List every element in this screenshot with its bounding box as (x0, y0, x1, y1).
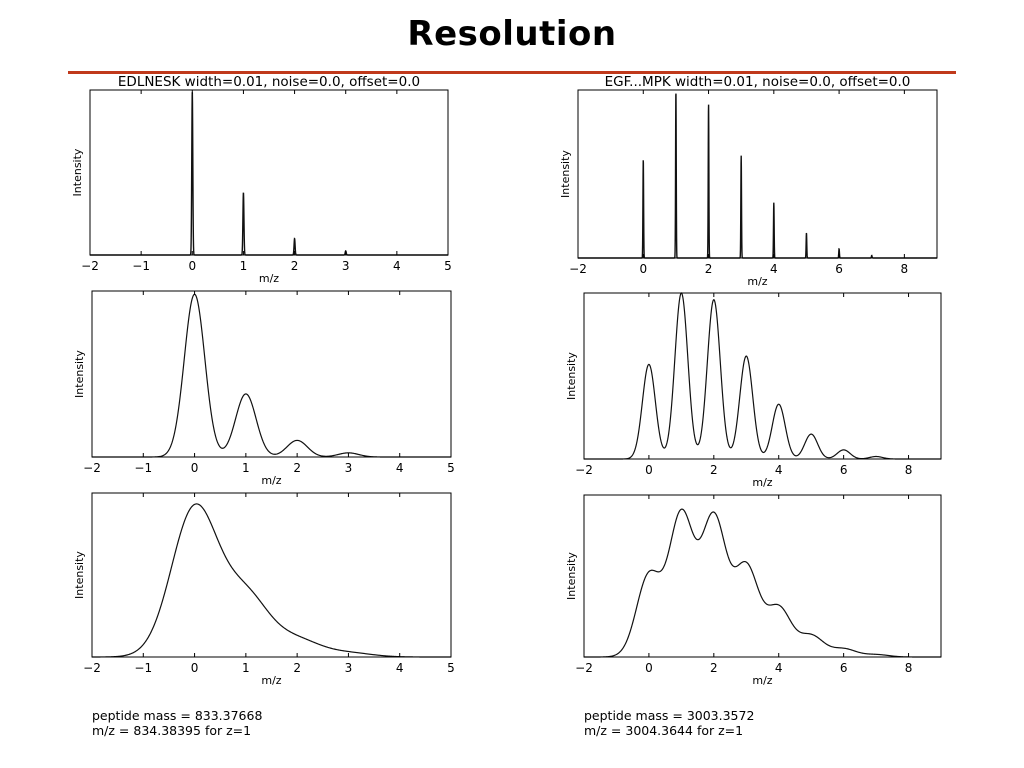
series-line (584, 508, 941, 658)
x-tick-label: 1 (242, 461, 250, 475)
series-line (578, 93, 937, 259)
x-tick-label: −2 (83, 461, 101, 475)
peak-point (708, 103, 709, 104)
x-tick-label: 2 (291, 259, 299, 273)
x-tick-label: 0 (645, 661, 653, 675)
x-axis-label: m/z (752, 476, 772, 489)
x-tick-label: 0 (645, 463, 653, 477)
x-tick-label: −1 (134, 661, 152, 675)
y-axis-label: Intensity (565, 352, 578, 400)
x-tick-label: 2 (710, 661, 718, 675)
mz-label: m/z = 3004.3644 for z=1 (584, 723, 744, 738)
x-tick-label: 0 (639, 262, 647, 276)
plot-frame (583, 292, 942, 460)
x-tick-label: 8 (905, 463, 913, 477)
x-tick-label: 4 (396, 661, 404, 675)
series-line (92, 503, 451, 658)
chart-title: EDLNESK width=0.01, noise=0.0, offset=0.… (118, 74, 420, 90)
y-axis-label: Intensity (73, 551, 86, 599)
peak-point (648, 575, 649, 576)
y-axis-label: Intensity (71, 148, 84, 196)
x-axis-label: m/z (261, 474, 281, 487)
plot-frame (89, 89, 449, 256)
peak-point (811, 635, 812, 636)
x-tick-label: 2 (705, 262, 713, 276)
x-tick-label: 2 (710, 463, 718, 477)
x-tick-label: 2 (293, 461, 301, 475)
slide-title: Resolution (407, 14, 617, 54)
x-tick-label: 2 (293, 661, 301, 675)
caption-left: peptide mass = 833.37668 m/z = 834.38395… (92, 708, 262, 738)
peak-point (746, 567, 747, 568)
x-axis-label: m/z (259, 272, 279, 285)
peak-point (297, 640, 298, 641)
series-line (90, 92, 448, 256)
spectrum-panel-6: −2 0 2 4 6 8 m/z Intensity (565, 494, 942, 687)
peak-point (713, 519, 714, 520)
plot-frame (577, 89, 938, 259)
x-tick-label: −2 (83, 661, 101, 675)
x-tick-label: 6 (840, 661, 848, 675)
spectrum-panel-3: −2 −1 0 1 2 3 4 5 m/z Intensity (73, 290, 455, 487)
y-axis-label: Intensity (559, 150, 572, 198)
spectrum-panel-1: −2 −1 0 1 2 3 4 5 m/z Intensity EDLNESK width=0.01… (71, 74, 452, 285)
series-line (584, 292, 941, 460)
x-tick-label: 4 (775, 661, 783, 675)
x-tick-label: 4 (393, 259, 401, 273)
x-tick-label: −2 (575, 463, 593, 477)
x-tick-label: 3 (342, 259, 350, 273)
series-line (92, 293, 451, 458)
peak-point (245, 597, 246, 598)
plot-frame (91, 492, 452, 658)
x-tick-label: 5 (444, 259, 452, 273)
x-tick-label: 6 (835, 262, 843, 276)
peak-point (778, 608, 779, 609)
x-tick-label: 4 (396, 461, 404, 475)
peak-point (194, 509, 195, 510)
x-tick-label: −1 (134, 461, 152, 475)
y-axis-label: Intensity (73, 350, 86, 398)
y-axis-label: Intensity (565, 552, 578, 600)
x-tick-label: 1 (240, 259, 248, 273)
x-tick-label: −2 (569, 262, 587, 276)
spectrum-panel-5: −2 −1 0 1 2 3 4 5 m/z Intensity (73, 492, 455, 687)
x-tick-label: 3 (345, 461, 353, 475)
peak-point (643, 158, 644, 159)
peptide-mass-label: peptide mass = 3003.3572 (584, 708, 755, 723)
x-tick-label: −1 (132, 259, 150, 273)
x-tick-label: 0 (191, 461, 199, 475)
x-tick-label: −2 (575, 661, 593, 675)
x-tick-label: 6 (840, 463, 848, 477)
x-tick-label: 5 (447, 661, 455, 675)
x-tick-label: 4 (770, 262, 778, 276)
x-axis-label: m/z (752, 674, 772, 687)
x-tick-label: −2 (81, 259, 99, 273)
peak-point (681, 515, 682, 516)
x-tick-label: 5 (447, 461, 455, 475)
plot-frame (583, 494, 942, 658)
mz-label: m/z = 834.38395 for z=1 (92, 723, 252, 738)
spectrum-panel-4: −2 0 2 4 6 8 m/z Intensity (565, 292, 942, 489)
x-tick-label: 0 (188, 259, 196, 273)
title-divider (68, 71, 956, 74)
x-tick-label: 1 (242, 661, 250, 675)
x-tick-label: 4 (775, 463, 783, 477)
x-axis-label: m/z (747, 275, 767, 288)
chart-title: EGF...MPK width=0.01, noise=0.0, offset=… (605, 74, 911, 90)
peptide-mass-label: peptide mass = 833.37668 (92, 708, 263, 723)
x-tick-label: 3 (345, 661, 353, 675)
plot-frame (91, 290, 452, 458)
spectrum-panel-2: −2 0 2 4 6 8 m/z Intensity EGF...MPK width=0.01,… (559, 74, 938, 288)
x-tick-label: 8 (905, 661, 913, 675)
caption-right: peptide mass = 3003.3572 m/z = 3004.3644… (584, 708, 754, 738)
x-tick-label: 8 (901, 262, 909, 276)
x-tick-label: 0 (191, 661, 199, 675)
x-axis-label: m/z (261, 674, 281, 687)
